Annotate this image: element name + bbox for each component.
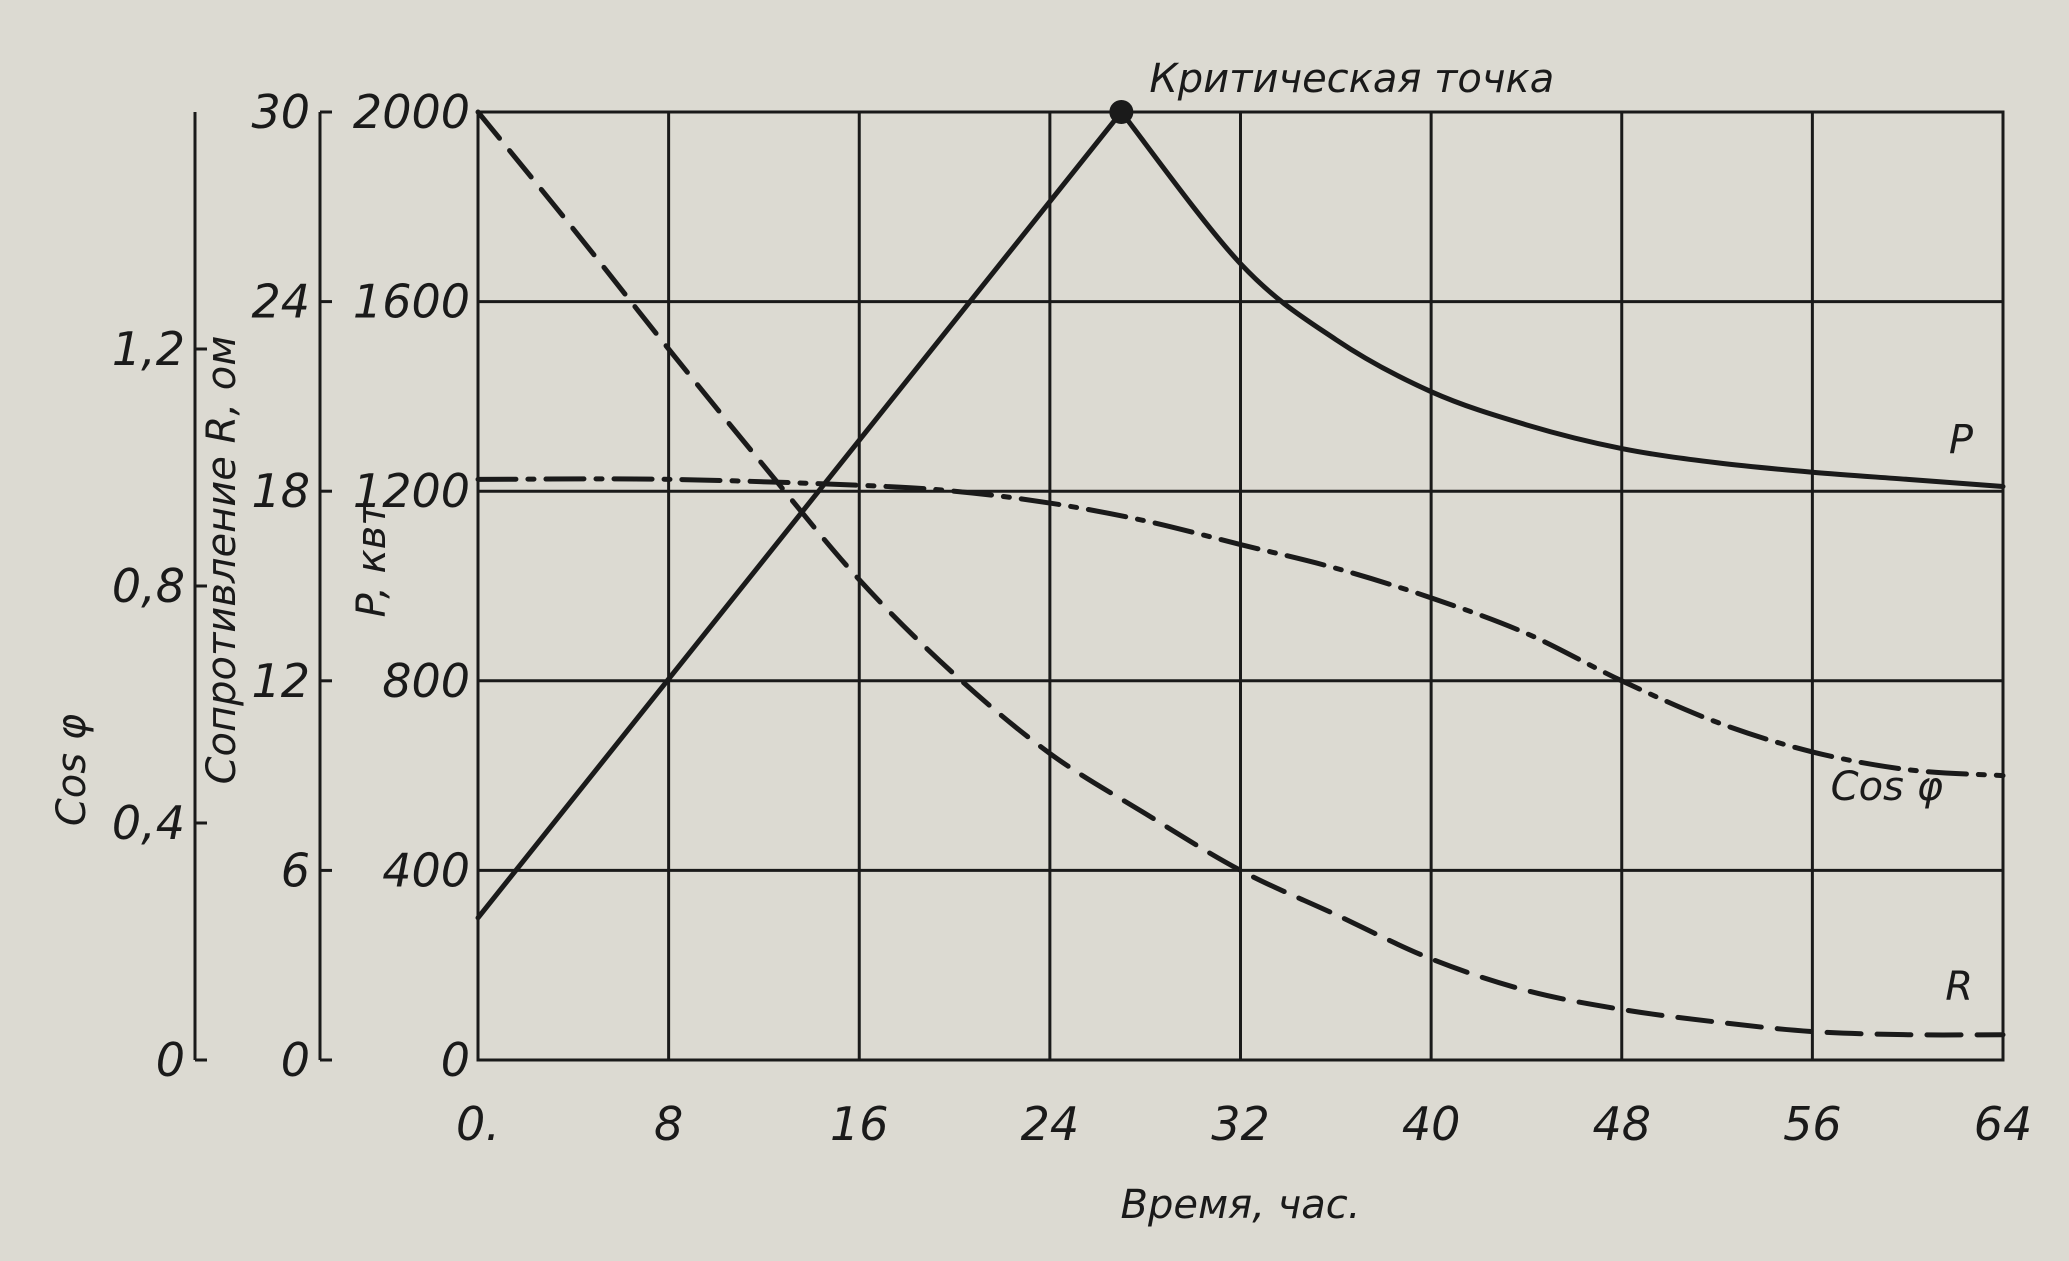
series-label: Cos φ (1831, 764, 1943, 810)
series-label: P (1949, 417, 1974, 463)
series-line-2 (475, 109, 2006, 1038)
cos-tick-label: 0,8 (112, 559, 185, 613)
power-tick-label: 800 (382, 654, 470, 708)
x-tick-label: 32 (1211, 1097, 1270, 1151)
resistance-tick-label: 18 (251, 464, 310, 518)
power-tick-label: 0 (441, 1033, 470, 1087)
power-tick-label: 2000 (353, 85, 470, 139)
power-tick-label: 1600 (353, 275, 470, 329)
x-tick-label: 16 (830, 1097, 889, 1151)
x-axis-title: Время, час. (1121, 1182, 1361, 1228)
series-line-0 (475, 109, 2006, 921)
x-tick-label: 8 (654, 1097, 683, 1151)
resistance-tick-label: 30 (251, 85, 310, 139)
cos-tick-label: 0,4 (112, 796, 185, 850)
resistance-tick-label: 24 (251, 275, 310, 329)
series-lines (475, 100, 2006, 1038)
left-axes (193, 110, 332, 1062)
cos-axis-title: Cos φ (49, 714, 95, 826)
resistance-tick-label: 0 (281, 1033, 310, 1087)
x-tick-label: 40 (1402, 1097, 1461, 1151)
x-tick-label: 48 (1592, 1097, 1651, 1151)
x-tick-label: 64 (1974, 1097, 2033, 1151)
critical-point-annotation: Критическая точка (1149, 56, 1554, 102)
x-tick-label: 0. (456, 1097, 500, 1151)
cos-tick-label: 0 (156, 1033, 185, 1087)
resistance-tick-label: 6 (281, 843, 310, 897)
resistance-tick-label: 12 (251, 654, 310, 708)
power-axis-title: P, квт (349, 501, 395, 618)
plot-grid (476, 110, 2005, 1062)
series-line-1 (475, 476, 2006, 779)
resistance-axis-title: Сопротивление R, ом (199, 336, 245, 785)
power-tick-label: 1200 (353, 464, 470, 518)
x-tick-label: 24 (1021, 1097, 1080, 1151)
x-tick-label: 56 (1783, 1097, 1842, 1151)
series-label: R (1945, 964, 1973, 1010)
power-tick-label: 400 (382, 843, 470, 897)
critical-point-marker (1109, 100, 1134, 124)
chart-labels: 0. 8 16 24 32 40 48 56 64 0 400 800 1200 1600 2000 0 6 12… (49, 56, 2032, 1228)
cos-tick-label: 1,2 (112, 322, 185, 376)
